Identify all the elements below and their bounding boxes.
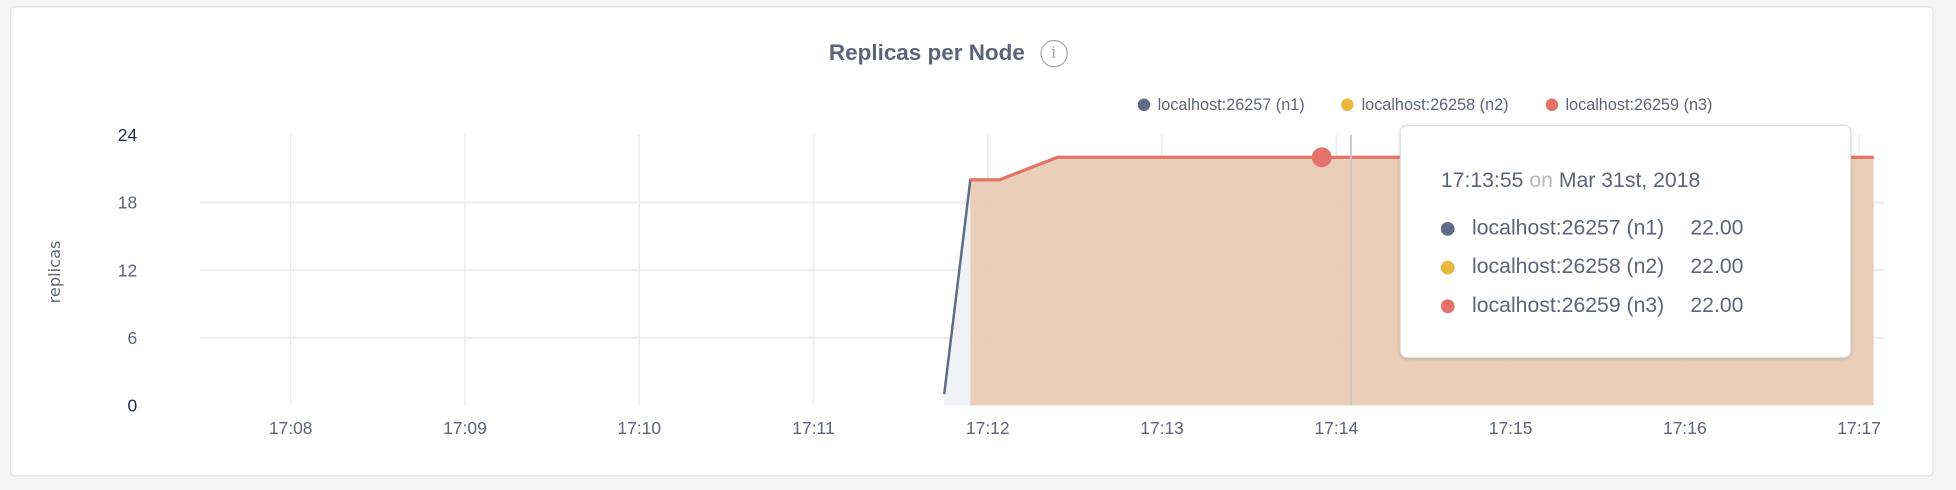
- series-dot-icon: [1440, 299, 1455, 314]
- x-tick-label: 17:09: [443, 418, 487, 438]
- x-tick-label: 17:08: [269, 418, 313, 438]
- tooltip-header: 17:13:55 on Mar 31st, 2018: [1440, 168, 1701, 193]
- y-tick-label: 18: [118, 193, 137, 213]
- legend-dot-icon: [1137, 98, 1151, 112]
- y-tick-label: 6: [128, 328, 138, 348]
- x-tick-label: 17:10: [617, 418, 661, 438]
- y-tick-label: 24: [118, 125, 138, 145]
- x-tick-label: 17:15: [1489, 418, 1533, 438]
- y-tick-label: 12: [118, 260, 137, 280]
- series-dot-icon: [1440, 260, 1455, 275]
- series-dot-icon: [1440, 222, 1455, 236]
- info-icon[interactable]: i: [1039, 39, 1068, 68]
- legend-item-n1[interactable]: localhost:26257 (n1): [1137, 95, 1305, 114]
- highlight-point: [1311, 147, 1332, 168]
- x-tick-label: 17:13: [1140, 418, 1184, 438]
- legend: localhost:26257 (n1) localhost:26258 (n2…: [1137, 95, 1745, 114]
- y-tick-label: 0: [128, 396, 138, 416]
- tooltip: 17:13:55 on Mar 31st, 2018 localhost:262…: [1399, 124, 1852, 359]
- legend-dot-icon: [1341, 98, 1355, 112]
- legend-dot-icon: [1545, 98, 1558, 112]
- chart-title: Replicas per Node i: [0, 39, 1896, 68]
- legend-item-n3[interactable]: localhost:26259 (n3): [1545, 95, 1712, 114]
- x-tick-label: 17:12: [966, 418, 1010, 438]
- x-tick-label: 17:16: [1663, 418, 1707, 438]
- tooltip-row: localhost:26259 (n3) 22.00: [1440, 293, 1743, 318]
- y-axis-label: replicas: [45, 241, 64, 304]
- tooltip-row: localhost:26257 (n1) 22.00: [1440, 216, 1743, 241]
- tooltip-row: localhost:26258 (n2) 22.00: [1440, 254, 1743, 279]
- x-tick-label: 17:14: [1314, 418, 1358, 438]
- x-tick-label: 17:11: [792, 418, 834, 438]
- x-tick-label: 17:17: [1837, 418, 1881, 438]
- legend-item-n2[interactable]: localhost:26258 (n2): [1341, 95, 1509, 114]
